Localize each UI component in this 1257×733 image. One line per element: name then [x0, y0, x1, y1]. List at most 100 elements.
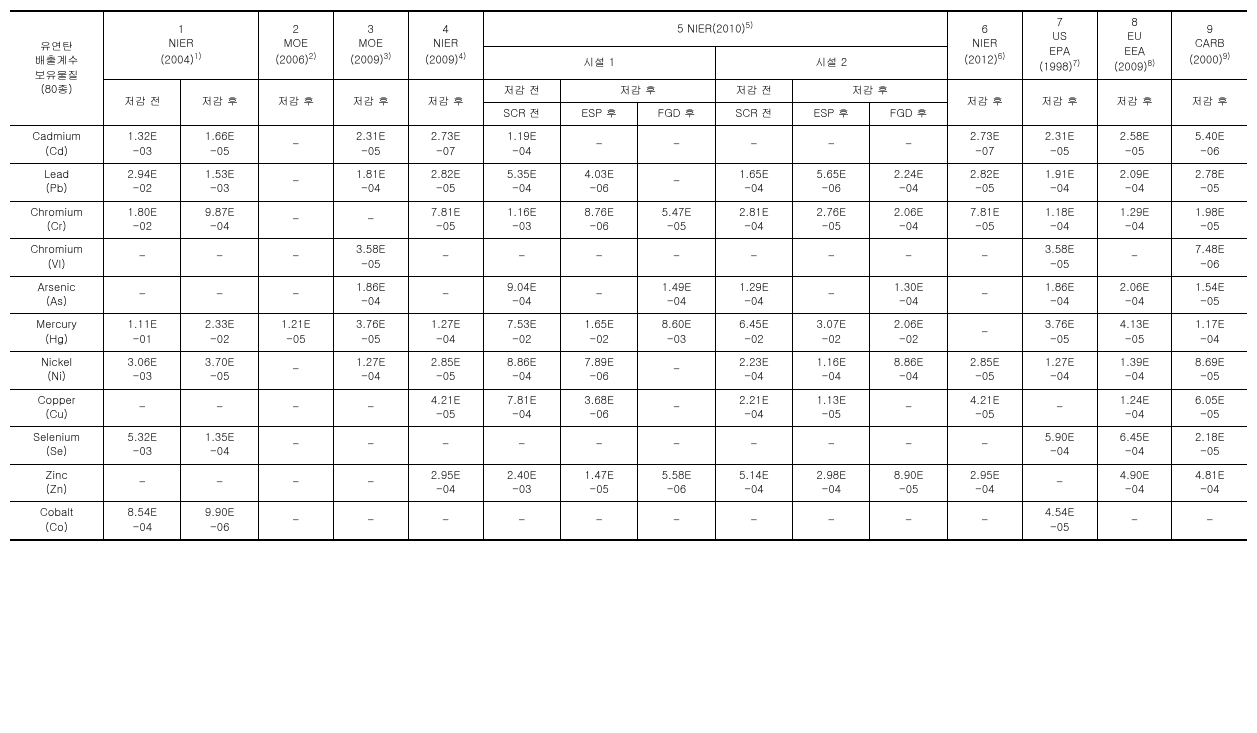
cell: – — [793, 239, 870, 277]
cell: – — [258, 502, 333, 540]
row-label: Zinc(Zn) — [10, 464, 104, 502]
cell: – — [104, 389, 181, 427]
cell: 4.21E-05 — [408, 389, 483, 427]
row-label: Copper(Cu) — [10, 389, 104, 427]
cell: 2.06E-04 — [1097, 276, 1172, 314]
cell: 4.54E-05 — [1022, 502, 1097, 540]
cell: 3.06E-03 — [104, 352, 181, 390]
cell: – — [181, 239, 258, 277]
cell: – — [715, 126, 792, 164]
cell: 2.31E-05 — [1022, 126, 1097, 164]
cell: 4.03E-06 — [560, 164, 637, 202]
f2-after: 저감 후 — [793, 79, 948, 102]
cell: 2.24E-04 — [870, 164, 947, 202]
cell: – — [333, 201, 408, 239]
cell: – — [104, 239, 181, 277]
cell: – — [947, 314, 1022, 352]
cell: 7.81E-05 — [947, 201, 1022, 239]
cell: 2.85E-05 — [947, 352, 1022, 390]
cell: – — [483, 239, 560, 277]
cell: 5.35E-04 — [483, 164, 560, 202]
cell: 7.53E-02 — [483, 314, 560, 352]
cell: 5.40E-06 — [1172, 126, 1247, 164]
cell: – — [181, 464, 258, 502]
cell: 1.24E-04 — [1097, 389, 1172, 427]
c3-after: 저감 후 — [333, 79, 408, 126]
col9-header: 9CARB(2000)9) — [1172, 11, 1247, 79]
cell: 4.21E-05 — [947, 389, 1022, 427]
cell: – — [715, 239, 792, 277]
cell: 2.98E-04 — [793, 464, 870, 502]
f1-fgd: FGD 후 — [638, 103, 715, 126]
col1-header: 1NIER(2004)1) — [104, 11, 259, 79]
cell: – — [638, 352, 715, 390]
cell: 2.78E-05 — [1172, 164, 1247, 202]
row-label: Cobalt(Co) — [10, 502, 104, 540]
table-row: Cadmium(Cd)1.32E-031.66E-05–2.31E-052.73… — [10, 126, 1247, 164]
cell: 1.47E-05 — [560, 464, 637, 502]
cell: – — [408, 239, 483, 277]
table-body: Cadmium(Cd)1.32E-031.66E-05–2.31E-052.73… — [10, 126, 1247, 540]
cell: – — [104, 276, 181, 314]
cell: – — [793, 427, 870, 465]
cell: 1.54E-05 — [1172, 276, 1247, 314]
cell: – — [408, 427, 483, 465]
cell: – — [333, 502, 408, 540]
cell: 9.87E-04 — [181, 201, 258, 239]
cell: – — [104, 464, 181, 502]
cell: 1.66E-05 — [181, 126, 258, 164]
row-label: Chromium(Cr) — [10, 201, 104, 239]
col2-header: 2MOE(2006)2) — [258, 11, 333, 79]
c9-after: 저감 후 — [1172, 79, 1247, 126]
cell: 1.35E-04 — [181, 427, 258, 465]
cell: – — [560, 276, 637, 314]
facility2-header: 시설 2 — [715, 47, 947, 80]
cell: – — [333, 427, 408, 465]
cell: – — [560, 502, 637, 540]
cell: – — [181, 276, 258, 314]
cell: – — [638, 502, 715, 540]
cell: 1.21E-05 — [258, 314, 333, 352]
cell: 8.54E-04 — [104, 502, 181, 540]
row-label: Nickel(Ni) — [10, 352, 104, 390]
cell: – — [258, 352, 333, 390]
cell: – — [715, 502, 792, 540]
col5-header: 5 NIER(2010)5) — [483, 11, 947, 47]
cell: – — [258, 201, 333, 239]
cell: – — [638, 427, 715, 465]
table-row: Selenium(Se)5.32E-031.35E-04––––––––––5.… — [10, 427, 1247, 465]
table-row: Chromium(VI)–––3.58E-05––––––––3.58E-05–… — [10, 239, 1247, 277]
cell: – — [870, 502, 947, 540]
cell: 1.91E-04 — [1022, 164, 1097, 202]
cell: 1.86E-04 — [333, 276, 408, 314]
cell: 1.49E-04 — [638, 276, 715, 314]
cell: 1.81E-04 — [333, 164, 408, 202]
cell: 7.81E-04 — [483, 389, 560, 427]
cell: 3.07E-02 — [793, 314, 870, 352]
cell: 3.70E-05 — [181, 352, 258, 390]
cell: 1.19E-04 — [483, 126, 560, 164]
c6-after: 저감 후 — [947, 79, 1022, 126]
c1-before: 저감 전 — [104, 79, 181, 126]
cell: 7.89E-06 — [560, 352, 637, 390]
c8-after: 저감 후 — [1097, 79, 1172, 126]
f1-before: 저감 전 — [483, 79, 560, 102]
f2-scr: SCR 전 — [715, 103, 792, 126]
table-row: Lead(Pb)2.94E-021.53E-03–1.81E-042.82E-0… — [10, 164, 1247, 202]
table-row: Nickel(Ni)3.06E-033.70E-05–1.27E-042.85E… — [10, 352, 1247, 390]
cell: 1.39E-04 — [1097, 352, 1172, 390]
cell: – — [258, 239, 333, 277]
cell: 1.16E-03 — [483, 201, 560, 239]
cell: 3.58E-05 — [1022, 239, 1097, 277]
cell: 1.27E-04 — [408, 314, 483, 352]
row-label: Cadmium(Cd) — [10, 126, 104, 164]
row-label: Mercury(Hg) — [10, 314, 104, 352]
cell: 1.80E-02 — [104, 201, 181, 239]
cell: – — [947, 276, 1022, 314]
f1-scr: SCR 전 — [483, 103, 560, 126]
cell: 5.32E-03 — [104, 427, 181, 465]
cell: 2.21E-04 — [715, 389, 792, 427]
emission-factors-table: 유연탄배출계수보유물질(80종) 1NIER(2004)1) 2MOE(2006… — [10, 10, 1247, 541]
cell: – — [715, 427, 792, 465]
cell: 6.05E-05 — [1172, 389, 1247, 427]
